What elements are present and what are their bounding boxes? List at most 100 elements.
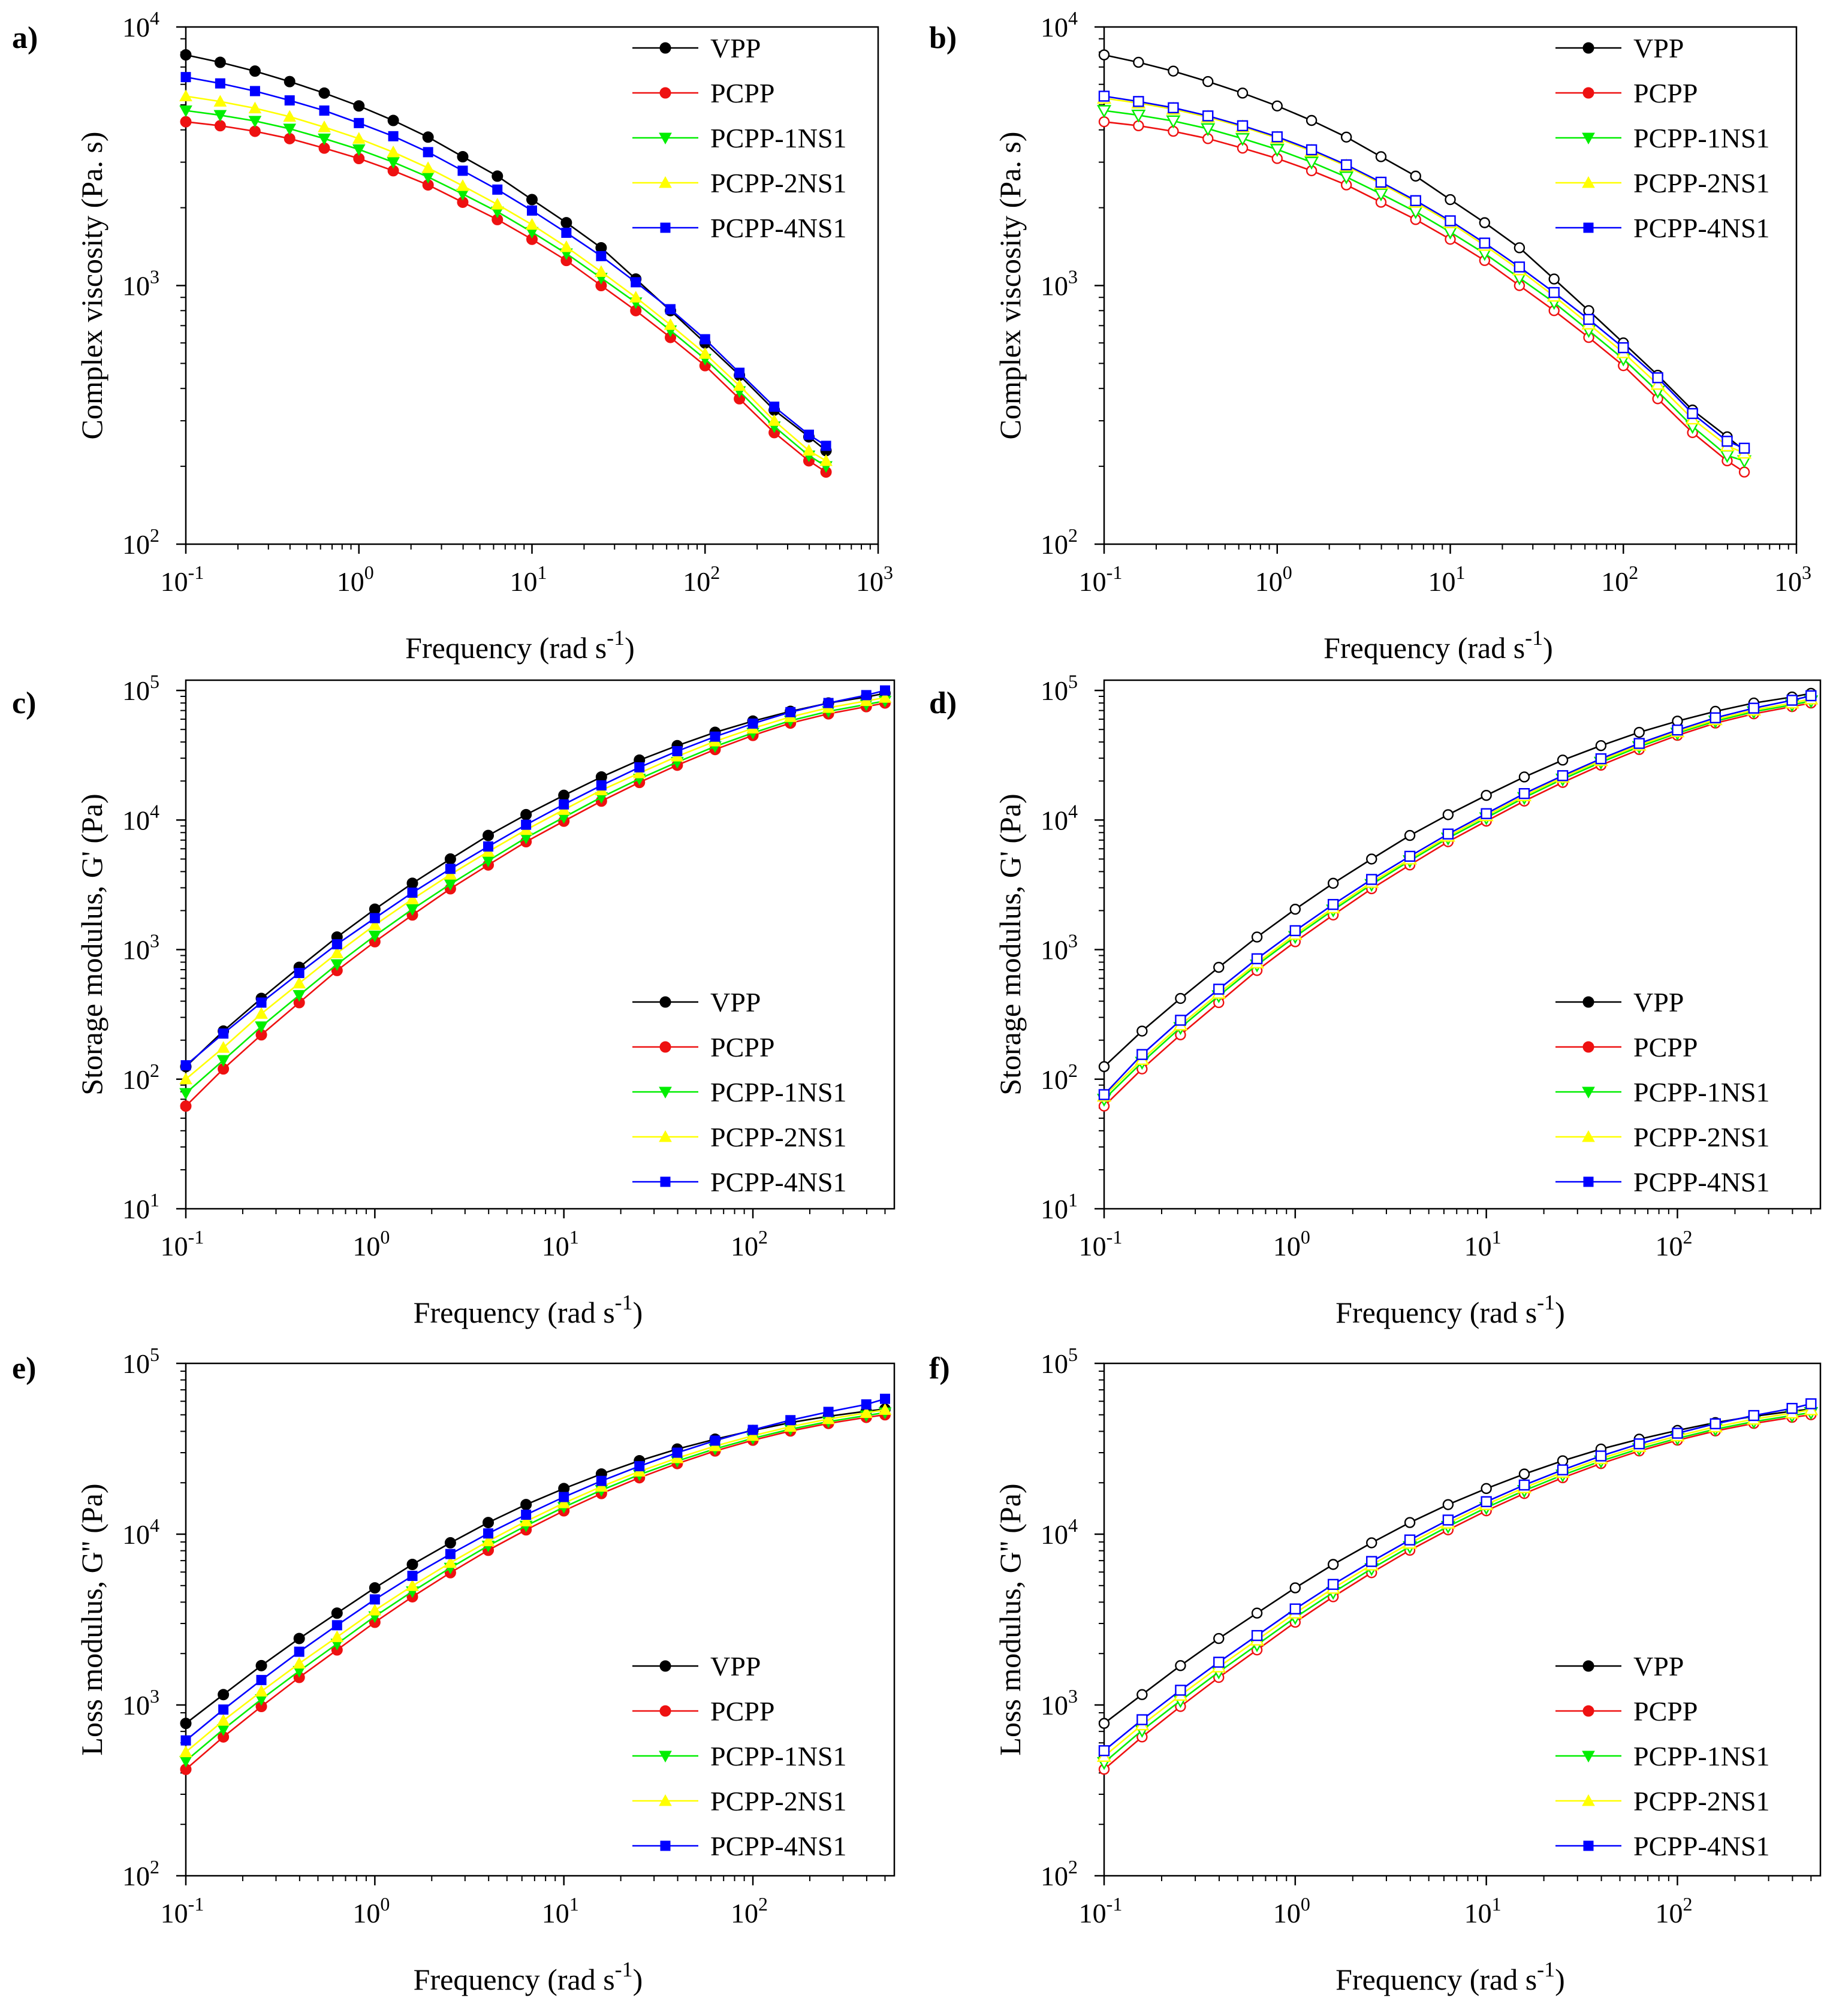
y-axis-title: Complex viscosity (Pa. s) <box>993 132 1027 440</box>
data-point-PCPP-4NS1 <box>1271 131 1283 143</box>
y-tick-label: 104 <box>1041 7 1078 43</box>
data-point-PCPP-4NS1 <box>1786 1402 1798 1414</box>
series-line-PCPP-2NS1 <box>1104 698 1811 1097</box>
data-point-VPP <box>1548 273 1560 285</box>
legend-label: PCPP <box>710 1032 774 1063</box>
data-point-PCPP-2NS1 <box>767 414 781 426</box>
data-point-PCPP-4NS1 <box>861 690 872 701</box>
data-point-VPP <box>214 56 226 68</box>
legend-label: PCPP-4NS1 <box>710 1167 847 1197</box>
data-point-VPP <box>1366 1537 1377 1549</box>
data-point-PCPP-2NS1 <box>878 691 892 703</box>
data-point-PCPP-4NS1 <box>331 939 342 950</box>
chart-panel-6: f) 10-1 100 101 102 102 103 104 105 Frequency (ra… <box>929 1344 1822 1996</box>
data-point-PCPP-4NS1 <box>521 819 532 830</box>
chart-panel-5: e) 10-1 100 101 102 102 103 104 105 Frequency (ra… <box>12 1344 896 1996</box>
legend-marker <box>659 132 672 145</box>
y-axis-title: Complex viscosity (Pa. s) <box>75 132 108 440</box>
data-point-VPP <box>1518 771 1530 783</box>
data-point-PCPP-4NS1 <box>1479 237 1491 249</box>
data-point-VPP <box>1289 1582 1301 1594</box>
y-tick-label: 103 <box>122 930 159 965</box>
legend-marker <box>659 1041 671 1053</box>
data-point-PCPP-2NS1 <box>406 892 419 904</box>
data-point-VPP <box>1237 87 1249 99</box>
y-tick-label: 103 <box>122 1685 159 1721</box>
data-point-PCPP-2NS1 <box>330 1630 344 1643</box>
x-tick-label: 10-1 <box>1079 1226 1123 1261</box>
data-point-PCPP-4NS1 <box>1175 1685 1186 1696</box>
y-tick-label: 105 <box>122 671 159 706</box>
legend-label: PCPP <box>1633 78 1698 108</box>
data-point-VPP <box>1514 242 1525 253</box>
data-point-VPP <box>218 1689 230 1701</box>
data-point-VPP <box>406 1558 418 1570</box>
data-point-VPP <box>444 1537 456 1549</box>
data-point-PCPP-4NS1 <box>249 86 260 96</box>
data-point-VPP <box>1442 809 1454 820</box>
y-axis-title: Loss modulus, G'' (Pa) <box>993 1483 1027 1755</box>
legend-marker <box>659 42 671 54</box>
legend-marker <box>1582 1705 1594 1717</box>
series-line-PCPP-4NS1 <box>1104 695 1811 1095</box>
data-point-VPP <box>1404 1517 1416 1528</box>
series-line-PCPP <box>185 702 885 1107</box>
data-point-VPP <box>318 87 330 99</box>
data-point-PCPP-2NS1 <box>255 1685 268 1697</box>
data-point-PCPP-4NS1 <box>559 1492 569 1502</box>
data-point-PCPP-4NS1 <box>1098 1745 1110 1757</box>
legend-marker <box>660 222 671 233</box>
data-point-VPP <box>1136 1689 1148 1700</box>
x-axis-title: Frequency (rad s-1) <box>414 1957 643 1996</box>
data-point-PCPP-4NS1 <box>1213 983 1225 995</box>
data-point-PCPP-4NS1 <box>1548 286 1560 298</box>
x-tick-label: 10-1 <box>161 1226 204 1261</box>
data-point-VPP <box>1213 1632 1225 1644</box>
legend-marker <box>1582 87 1594 99</box>
legend-label: VPP <box>1633 33 1684 64</box>
data-point-PCPP-2NS1 <box>255 1007 268 1019</box>
data-point-PCPP-4NS1 <box>369 913 380 924</box>
data-point-PCPP-4NS1 <box>821 440 831 451</box>
data-point-VPP <box>1633 726 1645 738</box>
data-point-PCPP-4NS1 <box>445 1549 456 1559</box>
legend-label: VPP <box>710 1651 761 1682</box>
data-point-PCPP-1NS1 <box>387 157 400 169</box>
data-point-PCPP-2NS1 <box>746 1429 759 1441</box>
data-point-PCPP-1NS1 <box>255 1021 268 1033</box>
data-point-VPP <box>520 1499 532 1511</box>
data-point-PCPP-1NS1 <box>1096 105 1112 118</box>
data-point-VPP <box>331 1607 343 1619</box>
data-point-VPP <box>1481 1483 1492 1495</box>
x-tick-label: 101 <box>542 1893 579 1929</box>
data-point-PCPP-4NS1 <box>1213 1656 1225 1668</box>
y-tick-label: 102 <box>122 1856 159 1891</box>
series-line-PCPP <box>1104 1414 1811 1770</box>
data-point-PCPP-1NS1 <box>1201 123 1216 137</box>
data-point-PCPP-2NS1 <box>822 1412 835 1425</box>
x-tick-label: 100 <box>352 1893 390 1929</box>
data-point-PCPP-4NS1 <box>1289 925 1301 937</box>
y-tick-label: 102 <box>1041 1856 1078 1891</box>
data-point-PCPP-4NS1 <box>1366 1556 1377 1567</box>
legend-label: PCPP-1NS1 <box>1633 123 1770 153</box>
data-point-PCPP-1NS1 <box>1166 115 1181 129</box>
data-point-VPP <box>1327 1559 1339 1570</box>
legend-marker <box>1582 1660 1594 1672</box>
data-point-PCPP-4NS1 <box>445 864 456 874</box>
data-point-PCPP-1NS1 <box>318 133 331 146</box>
data-point-PCPP-4NS1 <box>710 1435 720 1446</box>
x-tick-label: 10-1 <box>1079 1893 1123 1929</box>
data-point-PCPP-4NS1 <box>215 78 225 89</box>
data-point-PCPP-2NS1 <box>179 1745 192 1758</box>
data-point-PCPP-1NS1 <box>1373 188 1389 202</box>
data-point-VPP <box>1479 217 1491 228</box>
x-tick-label: 10-1 <box>161 562 204 597</box>
data-point-PCPP-4NS1 <box>521 1510 532 1520</box>
data-point-PCPP-4NS1 <box>1133 96 1144 107</box>
data-point-VPP <box>1251 931 1263 943</box>
data-point-PCPP-4NS1 <box>1722 436 1733 447</box>
x-tick-label: 10-1 <box>161 1893 204 1929</box>
data-point-PCPP-4NS1 <box>1748 1410 1760 1422</box>
